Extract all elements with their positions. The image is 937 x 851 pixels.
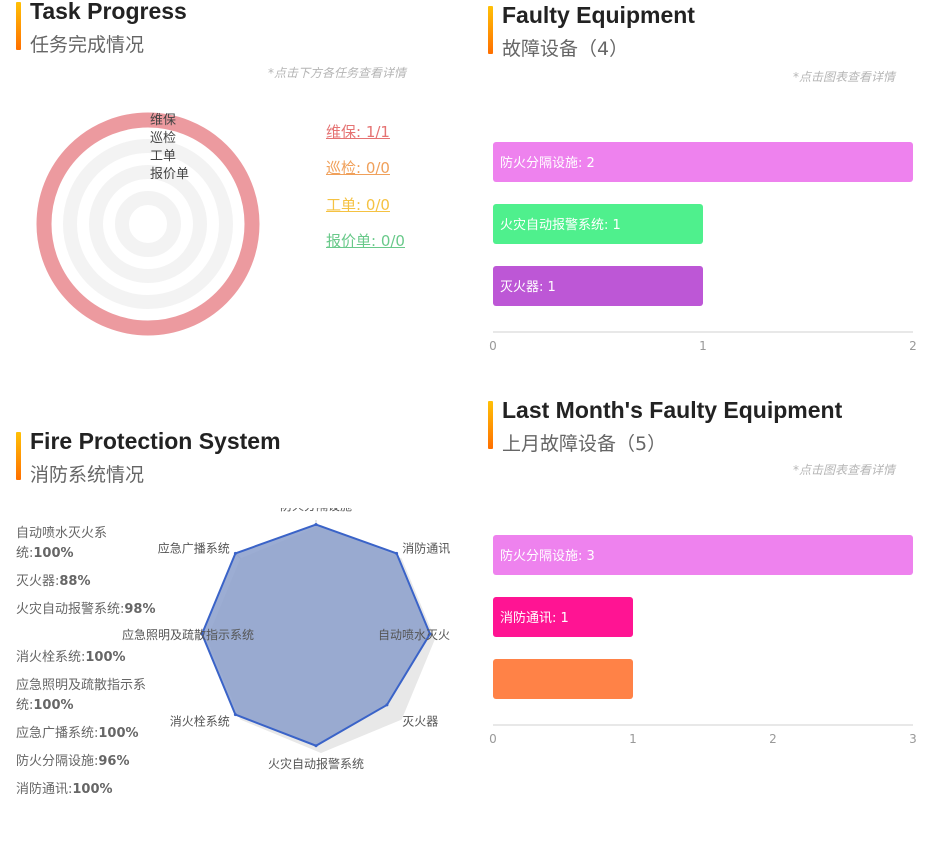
ring-label-xunjian: 巡检 [150,131,177,146]
faulty-equipment-panel: Faulty Equipment 故障设备（4） *点击图表查看详情 0 1 2 防火… [470,0,937,370]
panel-title-cn: 故障设备（4） [502,38,629,60]
last-month-x-tick-label: 2 [769,732,777,746]
fire-stat-name: 消火栓系统: [16,650,86,665]
fire-stat-item: 自动喷水灭火系统:100% [16,524,156,564]
faulty-x-tick-label: 0 [489,339,497,353]
fire-stat-name: 应急照明及疏散指示系统: [16,678,147,713]
radar-indicator-label: 消火栓系统 [170,713,230,728]
fire-stat-name: 火灾自动报警系统: [16,602,125,617]
radar-indicator-label: 灭火器 [402,714,438,728]
faulty-x-tick-label: 1 [699,339,707,353]
last-month-bar[interactable] [493,597,633,637]
legend-link-gongdan[interactable]: 工单: 0/0 [326,196,390,214]
radar-point[interactable] [314,523,318,527]
last-month-bar-chart[interactable]: 0 1 2 3 防火分隔设施: 3 消防通讯: 1 [470,523,937,753]
accent-bar [16,2,21,50]
radar-point[interactable] [233,551,237,555]
radar-indicator-label: 自动喷水灭火 [378,628,450,642]
legend-link-xunjian[interactable]: 巡检: 0/0 [326,159,390,177]
fire-stat-item: 火灾自动报警系统:98% [16,600,156,620]
radar-indicator-label: 应急广播系统 [158,541,230,556]
fire-stat-item: 消防通讯:100% [16,780,156,800]
fire-stat-name: 消防通讯: [16,782,73,797]
radar-indicator-label: 消防通讯 [402,541,450,556]
panel-title-cn: 任务完成情况 [30,34,145,56]
radar-indicator-label: 应急照明及疏散指示系统 [122,627,254,642]
faulty-bar[interactable] [493,142,913,182]
radar-indicator-label: 防火分隔设施 [280,508,352,513]
fire-stat-value: 88% [59,574,91,589]
fire-stat-value: 100% [85,650,126,665]
accent-bar [488,6,493,54]
fire-stat-value: 100% [72,782,113,797]
panel-title-en: Faulty Equipment [502,2,695,28]
radar-indicator-label: 火灾自动报警系统 [268,756,364,771]
last-month-bar-label: 防火分隔设施: 3 [500,548,595,564]
faulty-bar-label: 火灾自动报警系统: 1 [500,217,621,233]
last-month-x-tick-label: 3 [909,732,917,746]
last-month-bar[interactable] [493,659,633,699]
faulty-x-tick-label: 2 [909,339,917,353]
ring-label-baojiadan: 报价单 [150,167,190,182]
fire-protection-panel: Fire Protection System 消防系统情况 自动喷水灭火系统:1… [0,420,470,840]
fire-stat-value: 100% [33,546,74,561]
ring-segment-weibao[interactable] [36,112,260,336]
ring-label-gongdan: 工单 [150,149,177,164]
last-month-hint: *点击图表查看详情 [793,463,896,477]
fire-stat-name: 自动喷水灭火系统: [16,526,108,561]
faulty-bar[interactable] [493,204,703,244]
fire-stat-name: 应急广播系统: [16,726,99,741]
fire-stat-name: 防火分隔设施: [16,754,99,769]
last-month-bar[interactable] [493,535,913,575]
fire-stat-name: 灭火器: [16,574,60,589]
accent-bar [16,432,21,480]
panel-title-en: Fire Protection System [30,428,281,454]
fire-protection-radar-chart[interactable]: 防火分隔设施消防通讯自动喷水灭火灭火器火灾自动报警系统 消火栓系统 应急照明及疏散指… [120,508,460,788]
fire-stat-item: 防火分隔设施:96% [16,752,156,772]
panel-title-en: Last Month's Faulty Equipment [502,397,843,423]
fire-stat-value: 96% [98,754,130,769]
radar-point[interactable] [395,551,399,555]
fire-stat-item: 灭火器:88% [16,572,156,592]
radar-point[interactable] [314,744,318,748]
ring-track-xunjian [63,139,233,309]
radar-point[interactable] [200,632,204,636]
last-month-bar-label: 消防通讯: 1 [500,610,569,626]
task-hint: *点击下方各任务查看详情 [268,66,407,80]
legend-link-weibao[interactable]: 维保: 1/1 [326,123,390,141]
task-progress-panel: Task Progress 任务完成情况 *点击下方各任务查看详情 维保 巡检 … [0,0,460,370]
radar-point[interactable] [385,703,389,707]
last-month-x-tick-label: 1 [629,732,637,746]
last-month-x-tick-label: 0 [489,732,497,746]
radar-point[interactable] [233,713,237,717]
ring-label-weibao: 维保 [150,113,177,128]
task-ring-chart[interactable] [26,96,286,356]
fire-stat-item: 应急广播系统:100% [16,724,156,744]
fire-stat-value: 100% [98,726,139,741]
fire-stat-item: 消火栓系统:100% [16,648,156,668]
radar-point[interactable] [428,632,432,636]
faulty-hint: *点击图表查看详情 [793,70,896,84]
faulty-bar[interactable] [493,266,703,306]
faulty-equipment-bar-chart[interactable]: 0 1 2 防火分隔设施: 2 火灾自动报警系统: 1 灭火器: 1 [470,130,937,360]
fire-stat-value: 98% [124,602,156,617]
fire-stat-value: 100% [33,698,74,713]
panel-title-cn: 消防系统情况 [30,464,145,486]
ring-track-gongdan [89,165,207,283]
accent-bar [488,401,493,449]
faulty-bar-label: 灭火器: 1 [500,280,556,295]
legend-link-baojiadan[interactable]: 报价单: 0/0 [326,232,405,250]
last-month-panel: Last Month's Faulty Equipment 上月故障设备（5） … [470,393,937,793]
panel-title-en: Task Progress [30,0,187,24]
panel-title-cn: 上月故障设备（5） [502,433,667,455]
faulty-bar-label: 防火分隔设施: 2 [500,155,595,171]
ring-track-baojiadan [115,191,181,257]
fire-stat-item: 应急照明及疏散指示系统:100% [16,676,156,716]
